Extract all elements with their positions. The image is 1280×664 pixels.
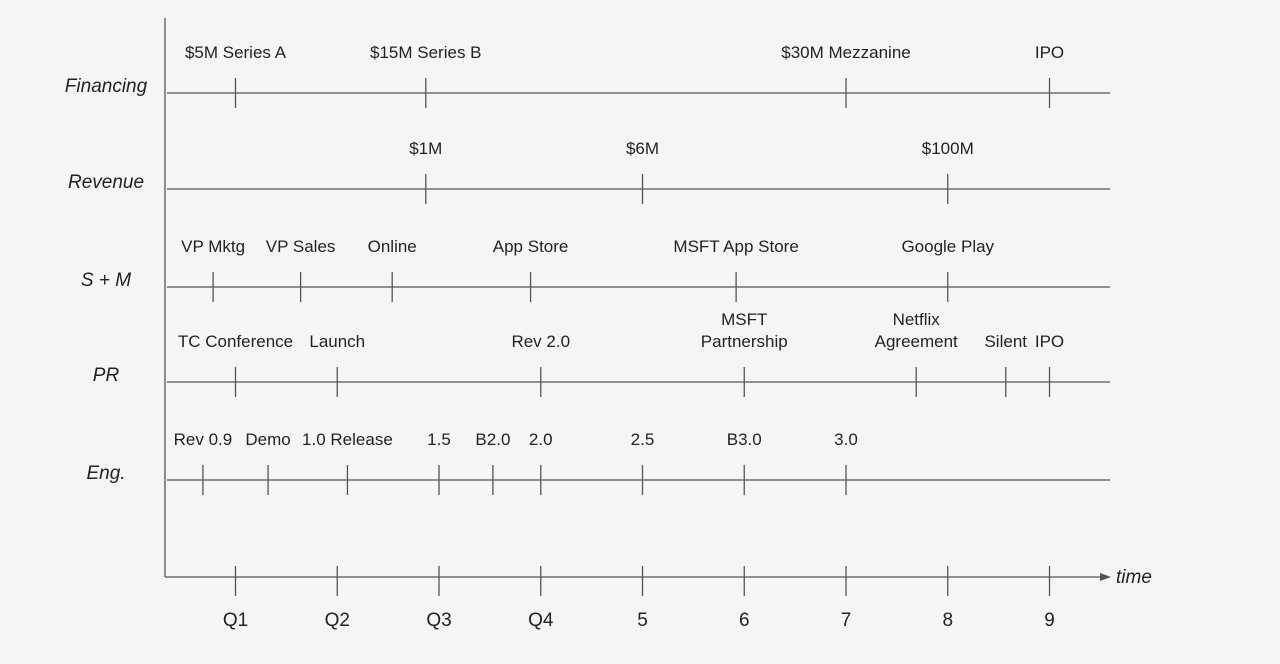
event-marker: 1.5	[427, 430, 451, 495]
lane-pr: PR TC Conference Launch Rev 2.0 MSFT Partners…	[93, 310, 1110, 397]
event-label: Silent	[984, 332, 1027, 351]
axis-tick: Q2	[325, 566, 350, 631]
axis-tick-label: Q1	[223, 610, 248, 631]
event-label: $100M	[922, 139, 974, 158]
axis-tick-label: 8	[942, 610, 953, 631]
event-marker: 2.5	[631, 430, 655, 495]
event-marker: Silent	[984, 332, 1027, 397]
event-label: Google Play	[901, 237, 994, 256]
lane-eng: Eng. Rev 0.9 Demo 1.0 Release 1.5 B2.0 2.0 2.5 B…	[86, 430, 1110, 495]
event-label: $1M	[409, 139, 442, 158]
axis-tick: 5	[637, 566, 648, 631]
event-label: $5M Series A	[185, 43, 287, 62]
event-marker: Demo	[245, 430, 291, 495]
event-label: $6M	[626, 139, 659, 158]
axis-tick-label: Q2	[325, 610, 350, 631]
lane-label: S + M	[81, 270, 131, 291]
axis-tick-label: 5	[637, 610, 648, 631]
event-marker: 2.0	[529, 430, 553, 495]
event-marker: $100M	[922, 139, 974, 204]
axis-tick-label: Q4	[528, 610, 554, 631]
axis-tick: 7	[841, 566, 852, 631]
lane-sm: S + M VP Mktg VP Sales Online App Store MSFT …	[81, 237, 1110, 302]
event-marker: Rev 0.9	[174, 430, 233, 495]
event-marker: Online	[368, 237, 417, 302]
event-marker: $6M	[626, 139, 659, 204]
event-marker: VP Sales	[266, 237, 336, 302]
event-label: MSFT App Store	[673, 237, 798, 256]
event-marker: TC Conference	[178, 332, 293, 397]
event-label: 3.0	[834, 430, 858, 449]
event-label: Rev 2.0	[511, 332, 570, 351]
event-marker: VP Mktg	[181, 237, 245, 302]
lane-financing: Financing $5M Series A $15M Series B $30M M…	[65, 43, 1110, 108]
lane-label: Revenue	[68, 172, 144, 193]
event-label: Demo	[245, 430, 290, 449]
event-label: App Store	[493, 237, 569, 256]
event-label: Agreement	[875, 332, 958, 351]
time-axis-title: time	[1116, 567, 1152, 588]
event-marker: Netflix Agreement	[875, 310, 958, 397]
event-marker: $30M Mezzanine	[781, 43, 911, 108]
event-label: B2.0	[475, 430, 510, 449]
event-label: $15M Series B	[370, 43, 482, 62]
event-marker: $1M	[409, 139, 442, 204]
axis-tick: Q3	[426, 566, 452, 631]
lane-label: Financing	[65, 76, 148, 97]
event-marker: MSFT App Store	[673, 237, 799, 302]
event-marker: Launch	[309, 332, 365, 397]
event-marker: IPO	[1035, 332, 1064, 397]
event-label: Launch	[309, 332, 365, 351]
axis-tick-label: 6	[739, 610, 750, 631]
axis-tick: 8	[942, 566, 953, 631]
event-label: IPO	[1035, 332, 1064, 351]
axis-tick-label: Q3	[426, 610, 451, 631]
axis-tick: 6	[739, 566, 750, 631]
event-marker: 3.0	[834, 430, 858, 495]
event-marker: IPO	[1035, 43, 1064, 108]
event-marker: $15M Series B	[370, 43, 482, 108]
event-marker: Rev 2.0	[511, 332, 570, 397]
lane-label: PR	[93, 365, 120, 386]
event-label: Online	[368, 237, 417, 256]
event-marker: B2.0	[475, 430, 510, 495]
event-marker: App Store	[493, 237, 569, 302]
event-marker: MSFT Partnership	[701, 310, 788, 397]
time-axis: time Q1 Q2 Q3 Q4 5 6 7 8 9	[165, 566, 1152, 631]
axis-tick: 9	[1044, 566, 1055, 631]
event-label: MSFT	[721, 310, 767, 329]
axis-tick: Q1	[223, 566, 248, 631]
event-label: TC Conference	[178, 332, 293, 351]
axis-tick: Q4	[528, 566, 554, 631]
event-marker: Google Play	[901, 237, 995, 302]
event-marker: 1.0 Release	[302, 430, 393, 495]
event-marker: B3.0	[727, 430, 762, 495]
event-label: 1.5	[427, 430, 451, 449]
event-label: VP Mktg	[181, 237, 245, 256]
event-label: Partnership	[701, 332, 788, 351]
event-label: IPO	[1035, 43, 1064, 62]
event-label: Netflix	[893, 310, 941, 329]
axis-tick-label: 7	[841, 610, 852, 631]
event-label: 1.0 Release	[302, 430, 393, 449]
event-label: 2.0	[529, 430, 553, 449]
event-label: $30M Mezzanine	[781, 43, 910, 62]
event-marker: $5M Series A	[185, 43, 287, 108]
event-label: VP Sales	[266, 237, 336, 256]
event-label: Rev 0.9	[174, 430, 233, 449]
event-label: B3.0	[727, 430, 762, 449]
event-label: 2.5	[631, 430, 655, 449]
axis-tick-label: 9	[1044, 610, 1055, 631]
lanes: Financing $5M Series A $15M Series B $30M M…	[65, 43, 1110, 495]
lane-revenue: Revenue $1M $6M $100M	[68, 139, 1110, 204]
lane-label: Eng.	[86, 463, 125, 484]
time-axis-arrow-icon	[1100, 573, 1111, 581]
